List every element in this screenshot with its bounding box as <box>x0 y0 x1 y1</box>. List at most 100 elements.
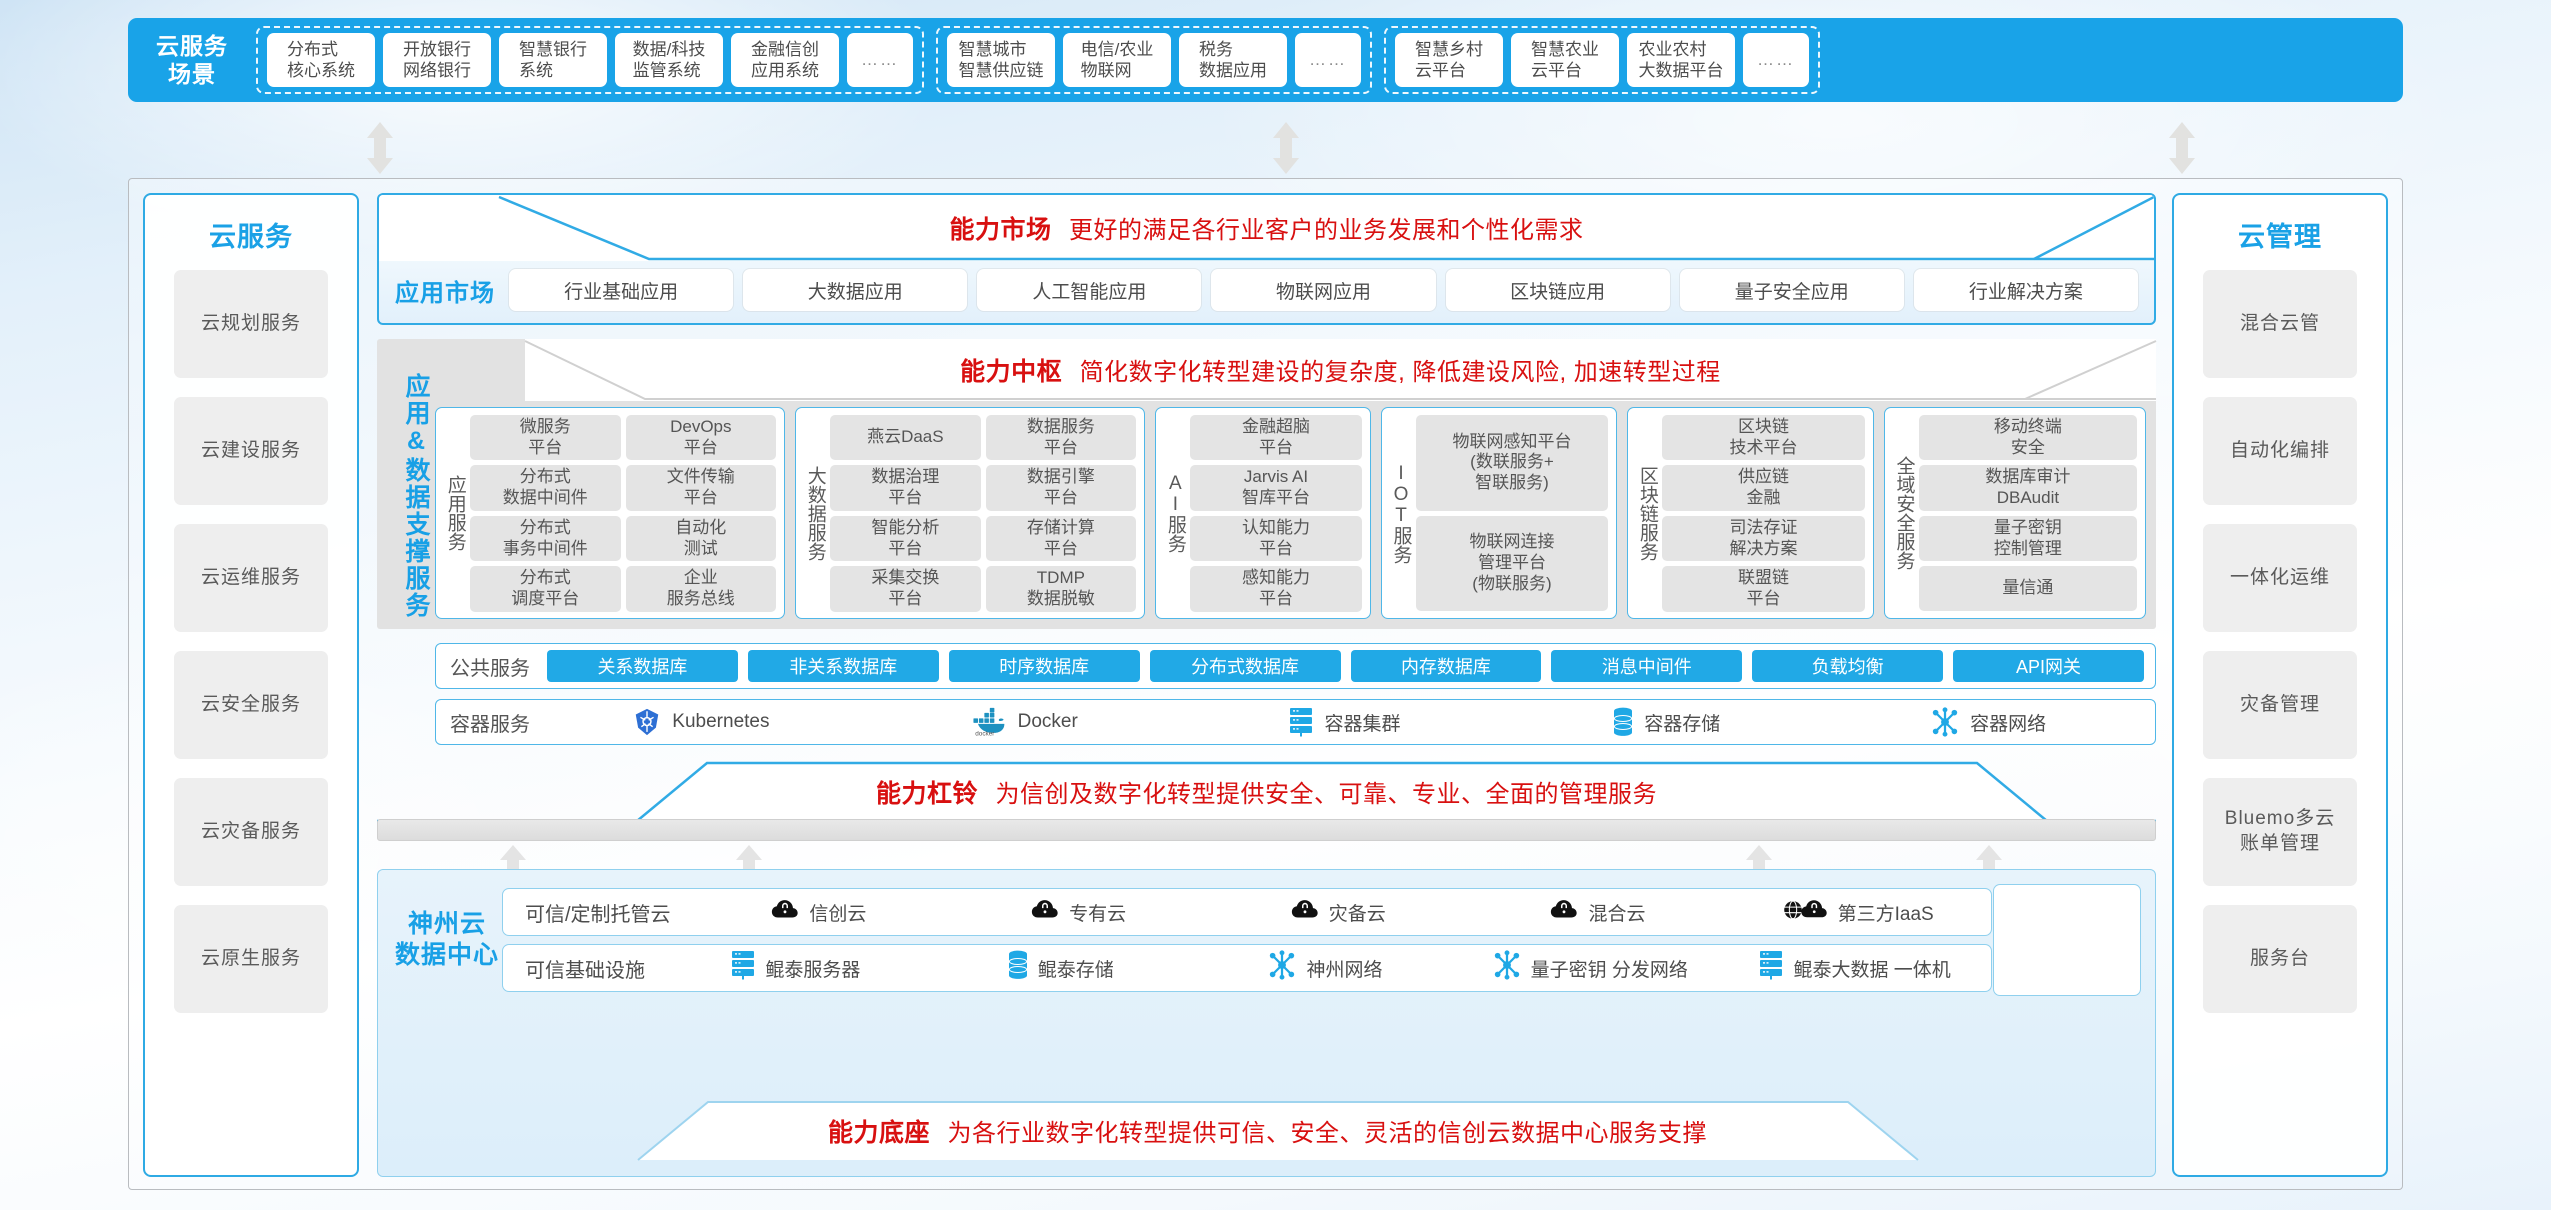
dc-infra-item-label-2: 神州网络 <box>1306 959 1383 981</box>
hub-cell-1-6[interactable]: 采集交换 平台 <box>830 566 981 612</box>
dc-hosted-cloud-item-3[interactable]: 混合云 <box>1468 897 1728 927</box>
capability-market-subtitle: 更好的满足各行业客户的业务发展和个性化需求 <box>1068 217 1584 244</box>
hub-cell-5-1[interactable]: 数据库审计 DBAudit <box>1918 465 2137 511</box>
cloud-manage-item-5[interactable]: 服务台 <box>2203 905 2357 1013</box>
hub-cell-4-3[interactable]: 联盟链 平台 <box>1662 566 1865 612</box>
scene-chip-rural-0[interactable]: 智慧乡村 云平台 <box>1395 33 1503 87</box>
scene-chip-finance-1[interactable]: 开放银行 网络银行 <box>383 33 491 87</box>
app-market-chip-0[interactable]: 行业基础应用 <box>509 269 734 311</box>
cloud-service-item-1[interactable]: 云建设服务 <box>174 397 328 505</box>
hub-cell-3-0[interactable]: 物联网感知平台 (数联服务+ 智联服务) <box>1415 415 1609 511</box>
hub-cell-1-5[interactable]: 存储计算 平台 <box>985 515 1137 562</box>
app-market-chip-3[interactable]: 物联网应用 <box>1211 269 1436 311</box>
capability-hub-vertical-label: 应用&数据支撑服务 <box>402 373 430 619</box>
hub-cell-1-0[interactable]: 燕云DaaS <box>830 415 981 461</box>
hub-column-grid-1: 燕云DaaS 数据服务 平台 数据治理 平台 数据引擎 平台 智能分析 平台 存储计算 平台 采集交换… <box>830 415 1137 612</box>
cloud-manage-item-2[interactable]: 一体化运维 <box>2203 524 2357 632</box>
cloud-service-item-3[interactable]: 云安全服务 <box>174 651 328 759</box>
hub-cell-0-4[interactable]: 分布式 事务中间件 <box>470 515 621 562</box>
scene-chip-city-3[interactable]: …… <box>1295 33 1361 87</box>
hub-cell-5-2[interactable]: 量子密钥 控制管理 <box>1918 515 2137 562</box>
dc-infra-item-0[interactable]: 鲲泰服务器 <box>663 950 928 986</box>
hub-cell-5-0[interactable]: 移动终端 安全 <box>1918 415 2137 461</box>
hub-cell-1-3[interactable]: 数据引擎 平台 <box>985 465 1137 511</box>
hub-cell-0-6[interactable]: 分布式 调度平台 <box>470 566 621 612</box>
hub-cell-1-1[interactable]: 数据服务 平台 <box>985 415 1137 461</box>
app-market-chip-6[interactable]: 行业解决方案 <box>1913 269 2138 311</box>
app-market-chip-1[interactable]: 大数据应用 <box>743 269 968 311</box>
hub-cell-0-3[interactable]: 文件传输 平台 <box>625 465 777 511</box>
hub-cell-5-3[interactable]: 量信通 <box>1918 566 2137 611</box>
hub-cell-3-1[interactable]: 物联网连接 管理平台 (物联服务) <box>1415 515 1609 611</box>
scene-chip-rural-3[interactable]: …… <box>1743 33 1809 87</box>
hub-column-label-2: AI服务 <box>1164 473 1186 553</box>
hub-cell-4-0[interactable]: 区块链 技术平台 <box>1662 415 1865 461</box>
app-market-chip-2[interactable]: 人工智能应用 <box>977 269 1202 311</box>
hub-cell-2-3[interactable]: 感知能力 平台 <box>1190 566 1362 612</box>
public-service-chip-4[interactable]: 内存数据库 <box>1350 650 1542 682</box>
cloud-service-item-2[interactable]: 云运维服务 <box>174 524 328 632</box>
dc-infra-item-4[interactable]: 鲲泰大数据 一体机 <box>1722 950 1987 986</box>
hub-cell-0-1[interactable]: DevOps 平台 <box>625 415 777 461</box>
dc-hosted-cloud-item-4[interactable]: 第三方IaaS <box>1727 897 1987 927</box>
scene-chip-finance-5[interactable]: …… <box>847 33 913 87</box>
scene-chip-rural-1[interactable]: 智慧农业 云平台 <box>1511 33 1619 87</box>
capability-market-ribbon: 能力市场 更好的满足各行业客户的业务发展和个性化需求 <box>379 195 2154 261</box>
scene-chip-city-1[interactable]: 电信/农业 物联网 <box>1063 33 1171 87</box>
container-services-item-list: Kubernetes docker Docker 容器集群 容器存储 容器网络 <box>540 707 2149 738</box>
scene-chip-city-2[interactable]: 税务 数据应用 <box>1179 33 1287 87</box>
hub-cell-4-2[interactable]: 司法存证 解决方案 <box>1662 515 1865 562</box>
dc-infra-item-1[interactable]: 鲲泰存储 <box>928 950 1193 986</box>
cloud-manage-item-3[interactable]: 灾备管理 <box>2203 651 2357 759</box>
public-service-chip-0[interactable]: 关系数据库 <box>547 650 738 682</box>
cloud-manage-item-0[interactable]: 混合云管 <box>2203 270 2357 378</box>
container-service-item-3[interactable]: 容器存储 <box>1505 707 1827 737</box>
container-service-item-2[interactable]: 容器集群 <box>1184 707 1506 737</box>
scene-chip-finance-2[interactable]: 智慧银行 系统 <box>499 33 607 87</box>
app-market-chip-4[interactable]: 区块链应用 <box>1445 269 1670 311</box>
public-service-chip-6[interactable]: 负载均衡 <box>1752 650 1944 682</box>
public-service-chip-5[interactable]: 消息中间件 <box>1551 650 1743 682</box>
dc-hosted-cloud-item-2[interactable]: 灾备云 <box>1208 897 1468 927</box>
scene-chip-finance-3[interactable]: 数据/科技 监管系统 <box>615 33 723 87</box>
hub-column-label-5: 全域安全服务 <box>1893 456 1915 570</box>
hub-cell-2-0[interactable]: 金融超脑 平台 <box>1190 415 1362 461</box>
hub-column-grid-2: 金融超脑 平台 Jarvis AI 智库平台 认知能力 平台 感知能力 平台 <box>1190 415 1362 612</box>
hub-cell-1-4[interactable]: 智能分析 平台 <box>830 515 981 562</box>
public-service-chip-7[interactable]: API网关 <box>1953 650 2144 682</box>
docker-icon: docker <box>968 707 1008 738</box>
scene-chip-finance-4[interactable]: 金融信创 应用系统 <box>731 33 839 87</box>
cloud-manage-item-1[interactable]: 自动化编排 <box>2203 397 2357 505</box>
network-node-icon <box>1267 950 1297 986</box>
container-service-item-0[interactable]: Kubernetes <box>540 707 862 737</box>
public-service-chip-2[interactable]: 时序数据库 <box>948 650 1140 682</box>
public-service-chip-1[interactable]: 非关系数据库 <box>747 650 939 682</box>
hub-cell-2-1[interactable]: Jarvis AI 智库平台 <box>1190 465 1362 511</box>
cloud-manage-item-4[interactable]: Bluemo多云 账单管理 <box>2203 778 2357 886</box>
dc-hosted-cloud-item-0[interactable]: 信创云 <box>689 897 949 927</box>
cloud-service-item-0[interactable]: 云规划服务 <box>174 270 328 378</box>
dc-hosted-cloud-item-1[interactable]: 专有云 <box>948 897 1208 927</box>
container-service-item-1[interactable]: docker Docker <box>862 707 1184 738</box>
hub-cell-0-5[interactable]: 自动化 测试 <box>625 515 777 562</box>
scene-chip-city-0[interactable]: 智慧城市 智慧供应链 <box>947 33 1055 87</box>
container-service-item-4[interactable]: 容器网络 <box>1827 707 2149 737</box>
hub-cell-1-7[interactable]: TDMP 数据脱敏 <box>985 566 1137 612</box>
hub-cell-1-2[interactable]: 数据治理 平台 <box>830 465 981 511</box>
public-services-label: 公共服务 <box>450 657 530 680</box>
cloud-service-item-4[interactable]: 云灾备服务 <box>174 778 328 886</box>
app-market-chip-5[interactable]: 量子安全应用 <box>1679 269 1904 311</box>
cloud-service-item-5[interactable]: 云原生服务 <box>174 905 328 1013</box>
scene-chip-finance-0[interactable]: 分布式 核心系统 <box>267 33 375 87</box>
hub-cell-0-0[interactable]: 微服务 平台 <box>470 415 621 461</box>
scene-chip-rural-2[interactable]: 农业农村 大数据平台 <box>1627 33 1735 87</box>
dc-infra-item-2[interactable]: 神州网络 <box>1193 950 1458 986</box>
public-service-chip-3[interactable]: 分布式数据库 <box>1149 650 1341 682</box>
capability-barbell-ribbon: 能力杠铃 为信创及数字化转型提供安全、可靠、专业、全面的管理服务 <box>377 761 2156 823</box>
hub-cell-4-1[interactable]: 供应链 金融 <box>1662 465 1865 511</box>
hub-column-3: IOT服务 物联网感知平台 (数联服务+ 智联服务) 物联网连接 管理平台 (物联服务) <box>1380 407 1618 619</box>
hub-cell-0-2[interactable]: 分布式 数据中间件 <box>470 465 621 511</box>
hub-cell-0-7[interactable]: 企业 服务总线 <box>625 566 777 612</box>
dc-infra-item-3[interactable]: 量子密钥 分发网络 <box>1457 950 1722 986</box>
hub-cell-2-2[interactable]: 认知能力 平台 <box>1190 515 1362 562</box>
